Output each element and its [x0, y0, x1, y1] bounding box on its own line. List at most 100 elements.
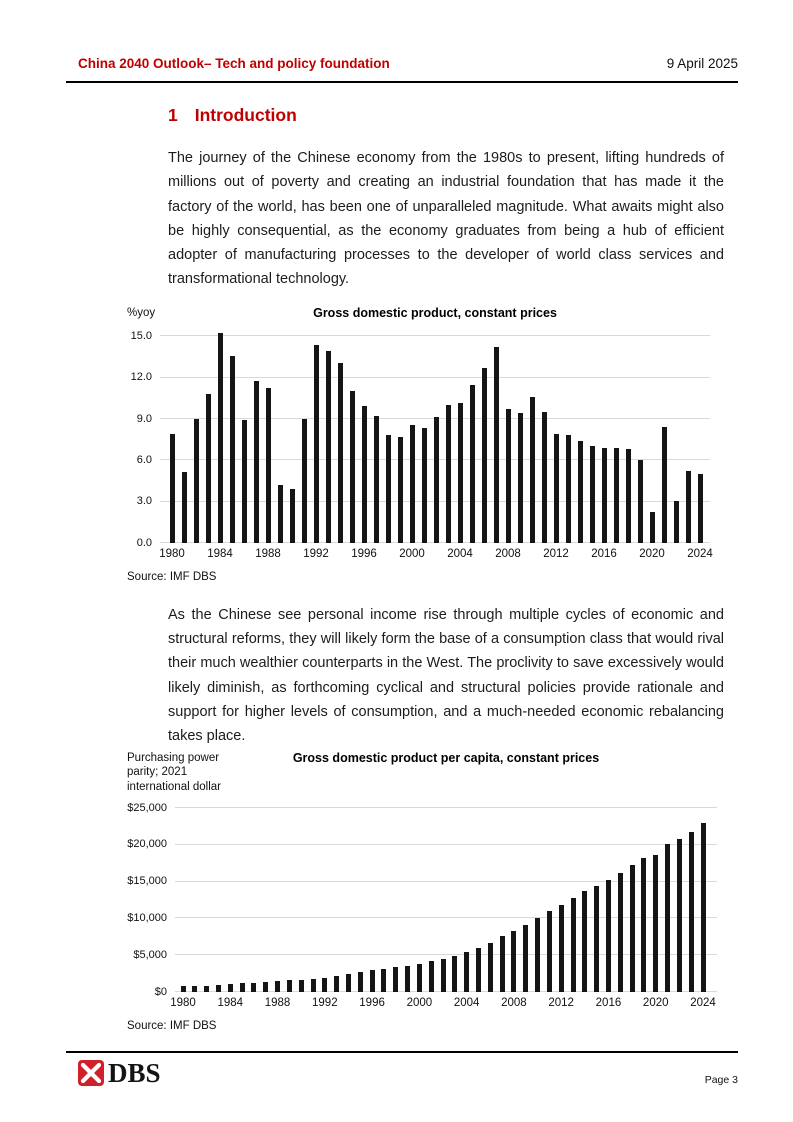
bar: [589, 446, 595, 543]
bar: [469, 385, 475, 543]
bar: [251, 982, 257, 992]
bar: [313, 345, 319, 543]
bar: [337, 363, 343, 543]
bar: [558, 904, 564, 992]
y-axis-tick-label: 9.0: [136, 412, 152, 425]
y-axis-tick-label: $5,000: [133, 948, 167, 961]
bar: [289, 488, 295, 543]
y-axis-tick-label: $15,000: [127, 875, 167, 888]
x-axis-labels: 1980 1984 1988 1992 1996 2000 2004 2008 2012 2016…: [159, 546, 713, 564]
report-date: 9 April 2025: [666, 56, 738, 71]
bar: [535, 917, 541, 992]
y-axis-tick-label: $0: [154, 985, 167, 998]
bar: [361, 406, 367, 543]
bar: [553, 433, 559, 543]
x-axis-tick-label: 1996: [351, 547, 377, 560]
bar: [697, 473, 703, 543]
x-axis-tick-label: 2024: [690, 996, 716, 1009]
bar: [629, 864, 635, 992]
bar: [310, 979, 316, 992]
bar: [653, 855, 659, 992]
gdp-per-capita-chart: Purchasing power parity; 2021 internatio…: [127, 751, 793, 1032]
bar: [239, 983, 245, 992]
bar: [511, 931, 517, 992]
x-axis-labels: 1980 1984 1988 1992 1996 2000 2004 2008 2012 2016…: [170, 995, 717, 1013]
bar: [452, 955, 458, 992]
bar: [673, 501, 679, 543]
bar: [349, 390, 355, 543]
bar: [570, 898, 576, 992]
bar: [193, 418, 199, 543]
x-axis-tick-label: 1984: [217, 996, 244, 1009]
bar: [594, 885, 600, 992]
x-axis-tick-label: 2016: [591, 547, 617, 560]
plot-wrap: 0.0 3.0 6.0 9.0 12.0 15.0: [127, 330, 793, 549]
source-note: Source: IMF DBS: [127, 570, 217, 583]
x-axis-tick-label: 1988: [264, 996, 291, 1009]
x-axis-tick-label: 1992: [312, 996, 338, 1009]
bar: [433, 417, 439, 543]
section-heading: 1 Introduction: [168, 105, 793, 126]
bar: [325, 350, 331, 543]
x-axis-tick-label: 2004: [447, 547, 473, 560]
bar: [565, 435, 571, 543]
gdp-growth-chart: %yoy Gross domestic product, constant pr…: [127, 306, 793, 583]
section-number: 1: [168, 105, 178, 125]
gridline: [175, 843, 717, 845]
bar: [661, 426, 667, 543]
bar: [481, 367, 487, 543]
bar: [428, 961, 434, 992]
bar: [523, 925, 529, 992]
bar: [440, 958, 446, 992]
y-axis-labels: 0.0 3.0 6.0 9.0 12.0 15.0: [127, 330, 160, 549]
bar: [457, 403, 463, 543]
x-axis-tick-label: 2012: [543, 547, 569, 560]
report-header: China 2040 Outlook– Tech and policy foun…: [66, 0, 738, 83]
bar: [369, 970, 375, 992]
gridline: [160, 542, 710, 544]
bar: [409, 425, 415, 543]
gridline: [160, 335, 710, 337]
bar: [529, 396, 535, 543]
bar: [180, 986, 186, 992]
x-axis-tick-label: 2024: [687, 547, 713, 560]
bar: [334, 975, 340, 992]
chart-head: %yoy Gross domestic product, constant pr…: [127, 306, 793, 336]
bar: [625, 448, 631, 543]
x-axis-tick-label: 2020: [639, 547, 665, 560]
bar: [546, 910, 552, 992]
y-axis-tick-label: $25,000: [127, 801, 167, 814]
plot-area: [175, 807, 717, 993]
gridline: [175, 807, 717, 809]
bar: [582, 891, 588, 992]
bar: [685, 471, 691, 543]
x-axis-tick-label: 1984: [207, 547, 233, 560]
x-axis-tick-label: 1988: [255, 547, 281, 560]
bar: [322, 977, 328, 992]
bar: [393, 967, 399, 992]
source-note: Source: IMF DBS: [127, 1019, 217, 1032]
x-axis-tick-label: 2008: [501, 996, 527, 1009]
bar: [229, 356, 235, 543]
gridline: [175, 917, 717, 919]
bar: [169, 433, 175, 543]
y-axis-tick-label: 15.0: [130, 329, 152, 342]
chart-title: Gross domestic product, constant prices: [313, 305, 557, 320]
y-axis-tick-label: 6.0: [136, 453, 152, 466]
bar: [493, 346, 499, 543]
bar: [217, 333, 223, 543]
bar: [357, 972, 363, 992]
x-axis-tick-label: 2000: [399, 547, 425, 560]
bar: [286, 980, 292, 992]
bar: [405, 965, 411, 992]
gridline: [175, 954, 717, 956]
consumption-paragraph: As the Chinese see personal income rise …: [168, 606, 724, 745]
bar: [517, 413, 523, 543]
bar: [649, 512, 655, 543]
chart-head: Purchasing power parity; 2021 internatio…: [127, 751, 793, 808]
x-axis-tick-label: 2008: [495, 547, 521, 560]
report-title: China 2040 Outlook– Tech and policy foun…: [78, 56, 390, 71]
x-axis-tick-label: 2004: [453, 996, 480, 1009]
bar: [241, 419, 247, 543]
